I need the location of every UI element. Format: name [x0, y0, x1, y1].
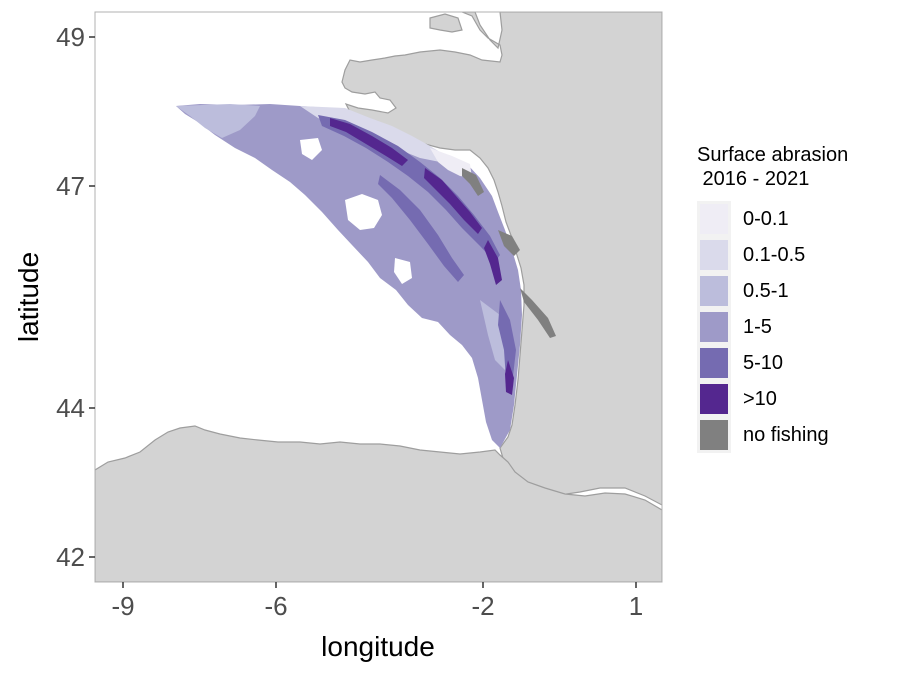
legend: Surface abrasion 2016 - 2021 0-0.1 0.1-0… — [697, 143, 887, 453]
x-tick-label: -2 — [471, 591, 494, 621]
legend-key — [697, 417, 731, 453]
legend-item: >10 — [697, 381, 887, 417]
abrasion-zone-5-10 — [378, 175, 464, 282]
legend-title: Surface abrasion 2016 - 2021 — [697, 144, 849, 190]
abrasion-zone-0.5-1 — [480, 300, 510, 370]
legend-swatch — [700, 348, 728, 378]
abrasion-gap — [394, 258, 412, 284]
legend-item: no fishing — [697, 417, 887, 453]
legend-key — [697, 237, 731, 273]
legend-swatch — [700, 240, 728, 270]
legend-label: 0-0.1 — [743, 207, 789, 230]
abrasion-gap — [300, 138, 322, 160]
x-axis: -9 -6 -2 1 — [111, 582, 643, 621]
legend-key — [697, 381, 731, 417]
legend-swatch — [700, 384, 728, 414]
x-tick-label: 1 — [629, 591, 643, 621]
x-tick-label: -9 — [111, 591, 134, 621]
legend-key — [697, 201, 731, 237]
y-tick-label: 49 — [56, 22, 85, 52]
abrasion-zone-0-0.1 — [430, 148, 472, 178]
legend-swatch — [700, 204, 728, 234]
legend-label: 0.1-0.5 — [743, 243, 806, 266]
abrasion-gap — [345, 194, 382, 230]
legend-item: 5-10 — [697, 345, 887, 381]
y-tick-label: 42 — [56, 542, 85, 572]
abrasion-zone-5-10 — [318, 115, 500, 262]
abrasion-zone-gt10 — [424, 168, 482, 234]
legend-label: 0.5-1 — [743, 279, 789, 302]
y-tick-label: 47 — [56, 171, 85, 201]
y-axis-title: latitude — [13, 252, 44, 342]
legend-label: 5-10 — [743, 351, 784, 374]
legend-item: 0.1-0.5 — [697, 237, 887, 273]
legend-swatch — [700, 276, 728, 306]
land-isle-wight — [429, 13, 463, 33]
abrasion-zone-gt10 — [484, 240, 502, 285]
y-axis: 49 47 44 42 — [56, 22, 95, 572]
legend-item: 1-5 — [697, 309, 887, 345]
legend-key — [697, 273, 731, 309]
no-fishing-zone — [498, 230, 520, 256]
land-iberia — [95, 425, 662, 582]
legend-key — [697, 309, 731, 345]
abrasion-zone-gt10 — [330, 118, 408, 166]
legend-items: 0-0.1 0.1-0.5 0.5-1 1-5 5-10 >10 no fish… — [697, 201, 887, 453]
no-fishing-zone — [520, 288, 556, 338]
abrasion-zone-0.5-1 — [176, 104, 260, 138]
abrasion-zone-5-10 — [498, 300, 516, 385]
abrasion-zone-gt10 — [505, 360, 514, 395]
no-fishing-zone — [462, 168, 484, 196]
legend-label: no fishing — [743, 423, 829, 446]
y-tick-label: 44 — [56, 393, 85, 423]
x-axis-title: longitude — [321, 631, 435, 662]
legend-label: >10 — [743, 387, 777, 410]
legend-item: 0-0.1 — [697, 201, 887, 237]
legend-swatch — [700, 420, 728, 450]
legend-key — [697, 345, 731, 381]
x-tick-label: -6 — [264, 591, 287, 621]
map-panel-border — [94, 11, 663, 583]
legend-label: 1-5 — [743, 315, 772, 338]
abrasion-layer — [176, 104, 556, 448]
legend-item: 0.5-1 — [697, 273, 887, 309]
legend-swatch — [700, 312, 728, 342]
